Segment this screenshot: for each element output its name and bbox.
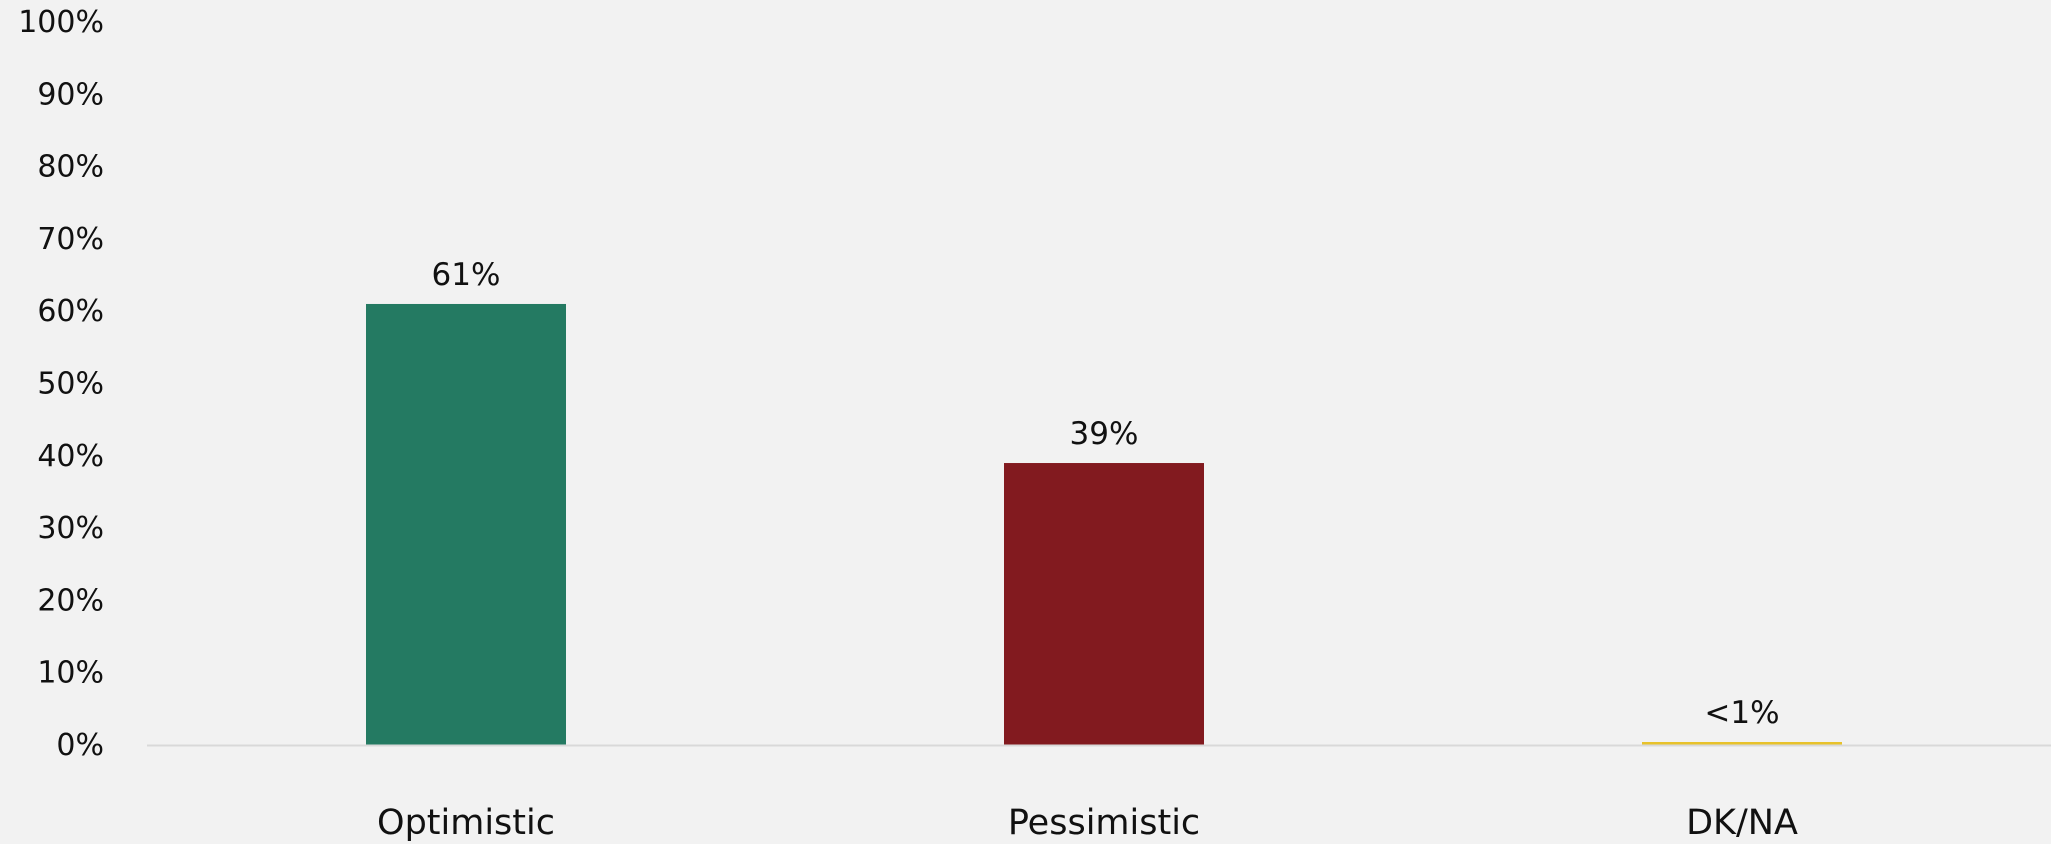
x-axis-category-labels: Optimistic Pessimistic DK/NA — [377, 803, 1798, 843]
y-tick-label: 30% — [37, 511, 104, 546]
y-tick-label: 80% — [37, 150, 104, 185]
bar-pessimistic — [1004, 463, 1204, 745]
category-label: Optimistic — [377, 803, 555, 843]
y-tick-label: 10% — [37, 656, 104, 691]
bar-dk-na — [1642, 742, 1842, 745]
y-tick-label: 100% — [18, 5, 104, 40]
data-label: 61% — [432, 257, 501, 293]
y-tick-label: 40% — [37, 439, 104, 474]
bar-optimistic — [366, 303, 566, 745]
category-label: DK/NA — [1686, 803, 1798, 843]
y-tick-label: 50% — [37, 367, 104, 402]
data-labels: 61% 39% <1% — [432, 257, 1780, 731]
category-label: Pessimistic — [1008, 803, 1200, 843]
data-label: <1% — [1704, 695, 1779, 731]
y-tick-label: 70% — [37, 222, 104, 257]
y-axis-tick-labels: 0% 10% 20% 30% 40% 50% 60% 70% 80% 90% 100% — [18, 5, 104, 763]
y-tick-label: 20% — [37, 583, 104, 618]
y-tick-label: 0% — [56, 728, 104, 763]
y-tick-label: 90% — [37, 77, 104, 112]
bars — [366, 303, 1842, 745]
y-tick-label: 60% — [37, 294, 104, 329]
data-label: 39% — [1070, 416, 1139, 452]
